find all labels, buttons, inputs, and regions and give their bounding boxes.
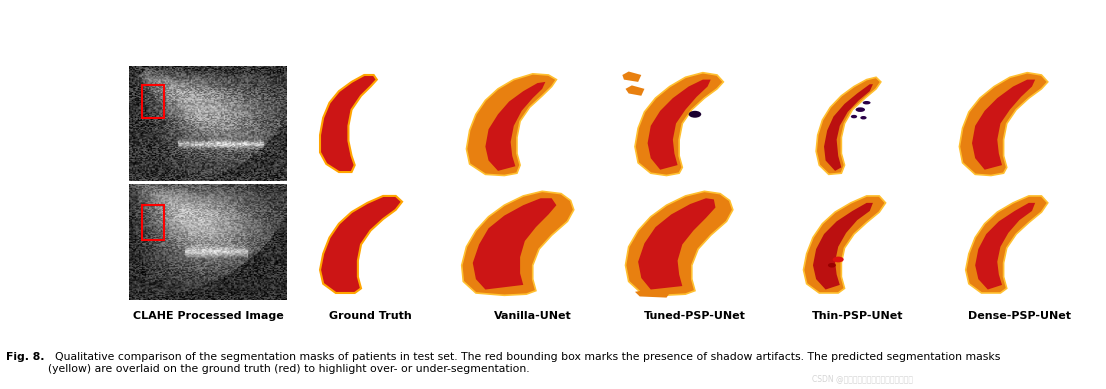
Polygon shape	[803, 196, 886, 293]
Text: Vanilla-UNet: Vanilla-UNet	[494, 311, 572, 321]
Polygon shape	[626, 191, 733, 295]
Polygon shape	[635, 289, 671, 298]
Polygon shape	[966, 196, 1047, 293]
Polygon shape	[824, 84, 873, 171]
Ellipse shape	[856, 107, 865, 112]
Bar	[142, 205, 164, 240]
Polygon shape	[648, 80, 711, 170]
Text: Tuned-PSP-UNet: Tuned-PSP-UNet	[644, 311, 745, 321]
Ellipse shape	[828, 263, 836, 268]
Polygon shape	[472, 198, 556, 289]
Bar	[142, 85, 164, 118]
Text: Qualitative comparison of the segmentation masks of patients in test set. The re: Qualitative comparison of the segmentati…	[48, 352, 1000, 374]
Polygon shape	[461, 191, 574, 295]
Polygon shape	[467, 74, 556, 175]
Polygon shape	[638, 198, 716, 289]
Polygon shape	[486, 82, 545, 171]
Ellipse shape	[833, 257, 844, 262]
Ellipse shape	[689, 111, 701, 118]
Ellipse shape	[851, 115, 857, 118]
Polygon shape	[813, 203, 873, 289]
Text: Ground Truth: Ground Truth	[330, 311, 411, 321]
Text: Dense-PSP-UNet: Dense-PSP-UNet	[968, 311, 1071, 321]
Text: CLAHE Processed Image: CLAHE Processed Image	[133, 311, 283, 321]
Polygon shape	[635, 73, 723, 175]
Polygon shape	[972, 80, 1035, 170]
Polygon shape	[816, 77, 880, 174]
Polygon shape	[959, 73, 1047, 175]
Polygon shape	[320, 75, 377, 172]
Polygon shape	[975, 203, 1035, 289]
Text: Fig. 8.: Fig. 8.	[6, 352, 44, 362]
Text: Thin-PSP-UNet: Thin-PSP-UNet	[812, 311, 902, 321]
Polygon shape	[626, 85, 645, 96]
Ellipse shape	[860, 116, 867, 119]
Text: CSDN @我在努力学习分割（浅上窥水平）: CSDN @我在努力学习分割（浅上窥水平）	[812, 374, 914, 383]
Polygon shape	[623, 72, 641, 82]
Polygon shape	[320, 196, 403, 293]
Ellipse shape	[863, 101, 870, 104]
